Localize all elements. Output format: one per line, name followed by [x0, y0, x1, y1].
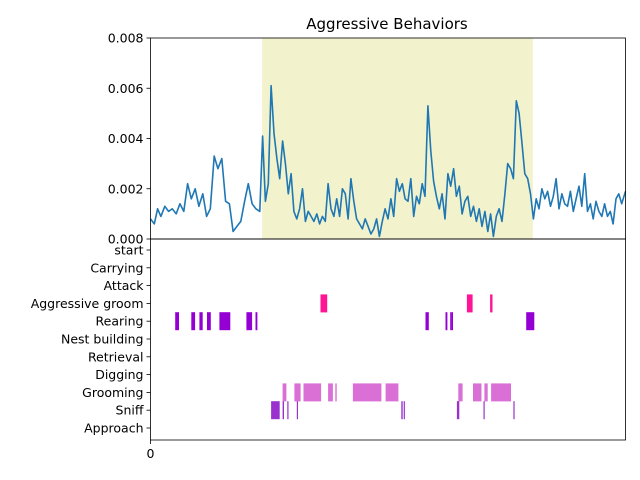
- category-label: Nest building: [61, 332, 144, 347]
- y-tick-label: 0.006: [108, 81, 144, 96]
- y-tick-label: 0.008: [108, 31, 144, 46]
- event-bar-sniff: [401, 401, 403, 420]
- event-bar-rearing: [199, 312, 203, 331]
- line-chart: Aggressive Behaviors 0.0000.0020.0040.00…: [108, 15, 627, 247]
- event-bar-grooming: [303, 383, 322, 402]
- event-bar-rearing: [191, 312, 196, 331]
- event-bar-sniff: [282, 401, 284, 420]
- event-bar-grooming: [282, 383, 287, 402]
- highlight-span: [262, 38, 533, 239]
- event-bar-rearing: [175, 312, 179, 331]
- raster-plot-frame: [150, 238, 626, 441]
- event-bar-grooming: [385, 383, 399, 402]
- event-bar-rearing: [255, 312, 258, 331]
- raster-events: [175, 294, 535, 420]
- event-bar-rearing: [526, 312, 535, 331]
- line-y-ticks: 0.000 0.002 0.004 0.006 0.008: [108, 31, 151, 247]
- event-bar-sniff: [513, 401, 515, 420]
- event-bar-rearing: [246, 312, 253, 331]
- y-tick-label: 0.004: [108, 131, 144, 146]
- event-bar-rearing: [450, 312, 452, 331]
- category-label: start: [114, 243, 143, 258]
- category-label: Rearing: [96, 314, 144, 329]
- behavior-raster: start Carrying Attack Aggressive groom Reari…: [31, 238, 626, 461]
- y-tick-label: 0.000: [108, 232, 144, 247]
- event-bar-grooming: [352, 383, 382, 402]
- category-label: Sniff: [116, 403, 144, 418]
- event-bar-grooming: [335, 383, 337, 402]
- category-label: Carrying: [90, 260, 143, 275]
- event-bar-grooming: [484, 383, 488, 402]
- event-bar-aggressive-groom: [490, 294, 493, 313]
- event-bar-rearing: [425, 312, 429, 331]
- category-label: Aggressive groom: [31, 296, 144, 311]
- event-bar-rearing: [219, 312, 231, 331]
- raster-x-ticks: 0: [147, 440, 155, 461]
- event-bar-grooming: [294, 383, 301, 402]
- x-tick-label: 0: [147, 446, 155, 461]
- event-bar-sniff: [296, 401, 298, 420]
- event-bar-sniff: [456, 401, 460, 420]
- event-bar-sniff: [287, 401, 289, 420]
- event-bar-grooming: [491, 383, 503, 402]
- y-tick-label: 0.002: [108, 181, 144, 196]
- event-bar-rearing: [451, 312, 453, 331]
- event-bar-aggressive-groom: [466, 294, 473, 313]
- event-bar-grooming: [458, 383, 463, 402]
- event-bar-sniff: [483, 401, 485, 420]
- series-line: [149, 84, 627, 238]
- category-label: Digging: [95, 367, 143, 382]
- event-bar-grooming: [473, 383, 482, 402]
- event-bar-grooming: [328, 383, 333, 402]
- event-bar-rearing: [445, 312, 448, 331]
- event-bar-aggressive-groom: [320, 294, 328, 313]
- category-label: Attack: [104, 278, 145, 293]
- chart-title: Aggressive Behaviors: [306, 15, 468, 33]
- raster-category-ticks: start Carrying Attack Aggressive groom Reari…: [31, 243, 151, 436]
- event-bar-sniff: [271, 401, 280, 420]
- event-bar-grooming: [502, 383, 511, 402]
- event-bar-sniff: [403, 401, 405, 420]
- event-bar-rearing: [207, 312, 211, 331]
- category-label: Retrieval: [88, 349, 144, 364]
- category-label: Approach: [84, 421, 143, 436]
- category-label: Grooming: [82, 385, 143, 400]
